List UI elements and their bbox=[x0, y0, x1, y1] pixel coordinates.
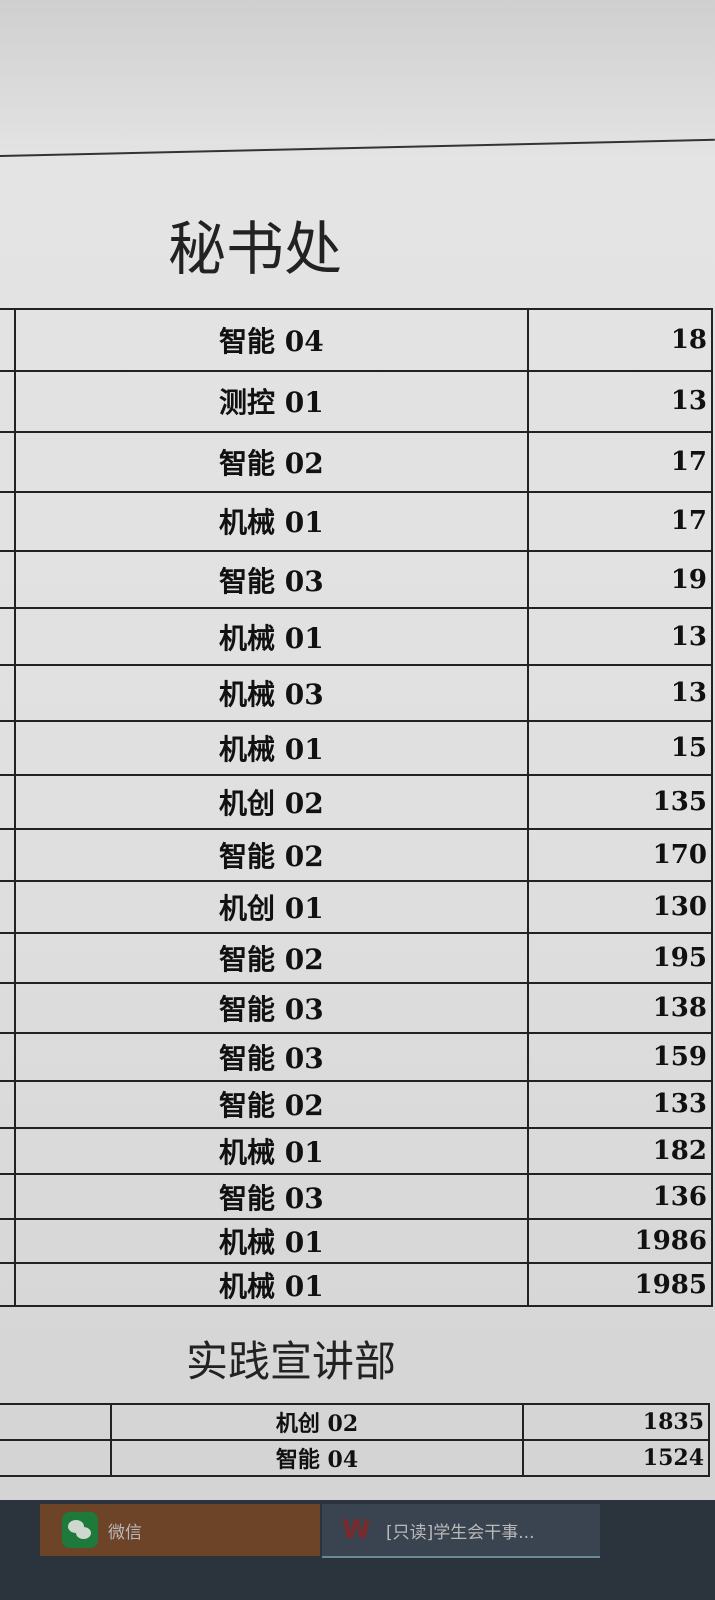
table-row: 智能 02 195 bbox=[0, 931, 714, 985]
class-cell[interactable]: 智能 03 bbox=[13, 1031, 529, 1082]
class-cell[interactable]: 机创 01 bbox=[13, 880, 529, 934]
taskbar: 微信 W [只读]学生会干事... bbox=[0, 1500, 715, 1600]
wps-icon: W bbox=[342, 1515, 371, 1545]
class-cell[interactable]: 智能 02 bbox=[13, 827, 529, 883]
class-cell[interactable]: 机械 01 bbox=[13, 607, 529, 667]
class-cell[interactable]: 机械 01 bbox=[13, 490, 529, 552]
row-cell-blank[interactable] bbox=[0, 1127, 16, 1176]
row-cell-blank[interactable] bbox=[0, 430, 16, 493]
row-cell-blank[interactable] bbox=[0, 719, 16, 777]
row-cell-blank[interactable] bbox=[0, 607, 16, 667]
number-cell[interactable]: 19 bbox=[526, 549, 714, 610]
row-cell-blank[interactable] bbox=[0, 308, 16, 372]
number-cell[interactable]: 17 bbox=[526, 490, 714, 552]
class-cell[interactable]: 智能 03 bbox=[13, 1173, 529, 1221]
table-row: 智能 04 18 bbox=[0, 308, 714, 372]
class-cell[interactable]: 智能 02 bbox=[13, 430, 529, 493]
class-cell[interactable]: 智能 02 bbox=[13, 1079, 529, 1130]
number-cell[interactable]: 159 bbox=[526, 1031, 714, 1082]
table-row: 智能 02 170 bbox=[0, 827, 714, 883]
class-cell[interactable]: 机械 03 bbox=[13, 664, 529, 722]
number-cell[interactable]: 1985 bbox=[526, 1262, 714, 1308]
row-cell-blank[interactable] bbox=[0, 982, 16, 1034]
table-row: 智能 03 136 bbox=[0, 1173, 714, 1221]
class-cell[interactable]: 智能 04 bbox=[110, 1439, 524, 1477]
class-cell[interactable]: 机械 01 bbox=[13, 1218, 529, 1265]
row-cell-blank[interactable] bbox=[0, 1439, 112, 1477]
number-cell[interactable]: 130 bbox=[526, 880, 714, 934]
row-cell-blank[interactable] bbox=[0, 490, 16, 552]
table-row: 智能 03 159 bbox=[0, 1031, 714, 1082]
table-row: 机械 01 182 bbox=[0, 1127, 714, 1176]
practice-outreach-table: 机创 02 1835 智能 04 1524 bbox=[0, 1403, 710, 1477]
class-cell[interactable]: 智能 03 bbox=[13, 982, 529, 1034]
row-cell-blank[interactable] bbox=[0, 1173, 16, 1221]
table-row: 机械 01 1986 bbox=[0, 1218, 714, 1265]
row-cell-blank[interactable] bbox=[0, 549, 16, 610]
class-cell[interactable]: 智能 03 bbox=[13, 549, 529, 610]
taskbar-wps-label: [只读]学生会干事... bbox=[386, 1522, 535, 1543]
row-cell-blank[interactable] bbox=[0, 931, 16, 985]
taskbar-wechat-button[interactable]: 微信 bbox=[40, 1504, 320, 1556]
number-cell[interactable]: 1524 bbox=[522, 1439, 710, 1477]
number-cell[interactable]: 170 bbox=[526, 827, 714, 883]
number-cell[interactable]: 1986 bbox=[526, 1218, 714, 1265]
wechat-icon bbox=[62, 1512, 98, 1548]
class-cell[interactable]: 机械 01 bbox=[13, 1127, 529, 1176]
table-row: 机创 02 135 bbox=[0, 774, 714, 830]
number-cell[interactable]: 138 bbox=[526, 982, 714, 1034]
number-cell[interactable]: 13 bbox=[526, 664, 714, 722]
table-row: 机械 01 13 bbox=[0, 607, 714, 667]
number-cell[interactable]: 18 bbox=[526, 308, 714, 372]
table-row: 智能 02 133 bbox=[0, 1079, 714, 1130]
taskbar-wechat-label: 微信 bbox=[108, 1522, 142, 1543]
number-cell[interactable]: 133 bbox=[526, 1079, 714, 1130]
class-cell[interactable]: 机创 02 bbox=[110, 1403, 524, 1441]
row-cell-blank[interactable] bbox=[0, 827, 16, 883]
table-row: 智能 04 1524 bbox=[0, 1439, 710, 1477]
number-cell[interactable]: 195 bbox=[526, 931, 714, 985]
table-row: 机械 01 17 bbox=[0, 490, 714, 552]
number-cell[interactable]: 135 bbox=[526, 774, 714, 830]
number-cell[interactable]: 13 bbox=[526, 370, 714, 433]
row-cell-blank[interactable] bbox=[0, 880, 16, 934]
class-cell[interactable]: 机械 01 bbox=[13, 719, 529, 777]
table-row: 智能 02 17 bbox=[0, 430, 714, 493]
section-title-secretariat: 秘书处 bbox=[168, 215, 343, 283]
row-cell-blank[interactable] bbox=[0, 1218, 16, 1265]
class-cell[interactable]: 测控 01 bbox=[13, 370, 529, 433]
row-cell-blank[interactable] bbox=[0, 774, 16, 830]
row-cell-blank[interactable] bbox=[0, 1403, 112, 1441]
table-row: 测控 01 13 bbox=[0, 370, 714, 433]
table-row: 机械 01 15 bbox=[0, 719, 714, 777]
table-row: 智能 03 19 bbox=[0, 549, 714, 610]
number-cell[interactable]: 182 bbox=[526, 1127, 714, 1176]
row-cell-blank[interactable] bbox=[0, 1031, 16, 1082]
number-cell[interactable]: 136 bbox=[526, 1173, 714, 1221]
table-row: 机创 02 1835 bbox=[0, 1403, 710, 1441]
row-cell-blank[interactable] bbox=[0, 1262, 16, 1308]
row-cell-blank[interactable] bbox=[0, 664, 16, 722]
table-row: 机械 03 13 bbox=[0, 664, 714, 722]
table-row: 机械 01 1985 bbox=[0, 1262, 714, 1308]
row-cell-blank[interactable] bbox=[0, 370, 16, 433]
section-title-practice-outreach: 实践宣讲部 bbox=[186, 1337, 397, 1386]
class-cell[interactable]: 机创 02 bbox=[13, 774, 529, 830]
row-cell-blank[interactable] bbox=[0, 1079, 16, 1130]
taskbar-wps-document-button[interactable]: W [只读]学生会干事... bbox=[322, 1504, 600, 1558]
class-cell[interactable]: 机械 01 bbox=[13, 1262, 529, 1308]
table-row: 智能 03 138 bbox=[0, 982, 714, 1034]
class-cell[interactable]: 智能 04 bbox=[13, 308, 529, 372]
class-cell[interactable]: 智能 02 bbox=[13, 931, 529, 985]
number-cell[interactable]: 17 bbox=[526, 430, 714, 493]
secretariat-table: 智能 04 18 测控 01 13 智能 02 17 机械 01 17 智能 03 19 机械 01… bbox=[0, 308, 714, 1308]
number-cell[interactable]: 15 bbox=[526, 719, 714, 777]
number-cell[interactable]: 13 bbox=[526, 607, 714, 667]
number-cell[interactable]: 1835 bbox=[522, 1403, 710, 1441]
table-row: 机创 01 130 bbox=[0, 880, 714, 934]
sheet-border-line bbox=[0, 138, 715, 157]
